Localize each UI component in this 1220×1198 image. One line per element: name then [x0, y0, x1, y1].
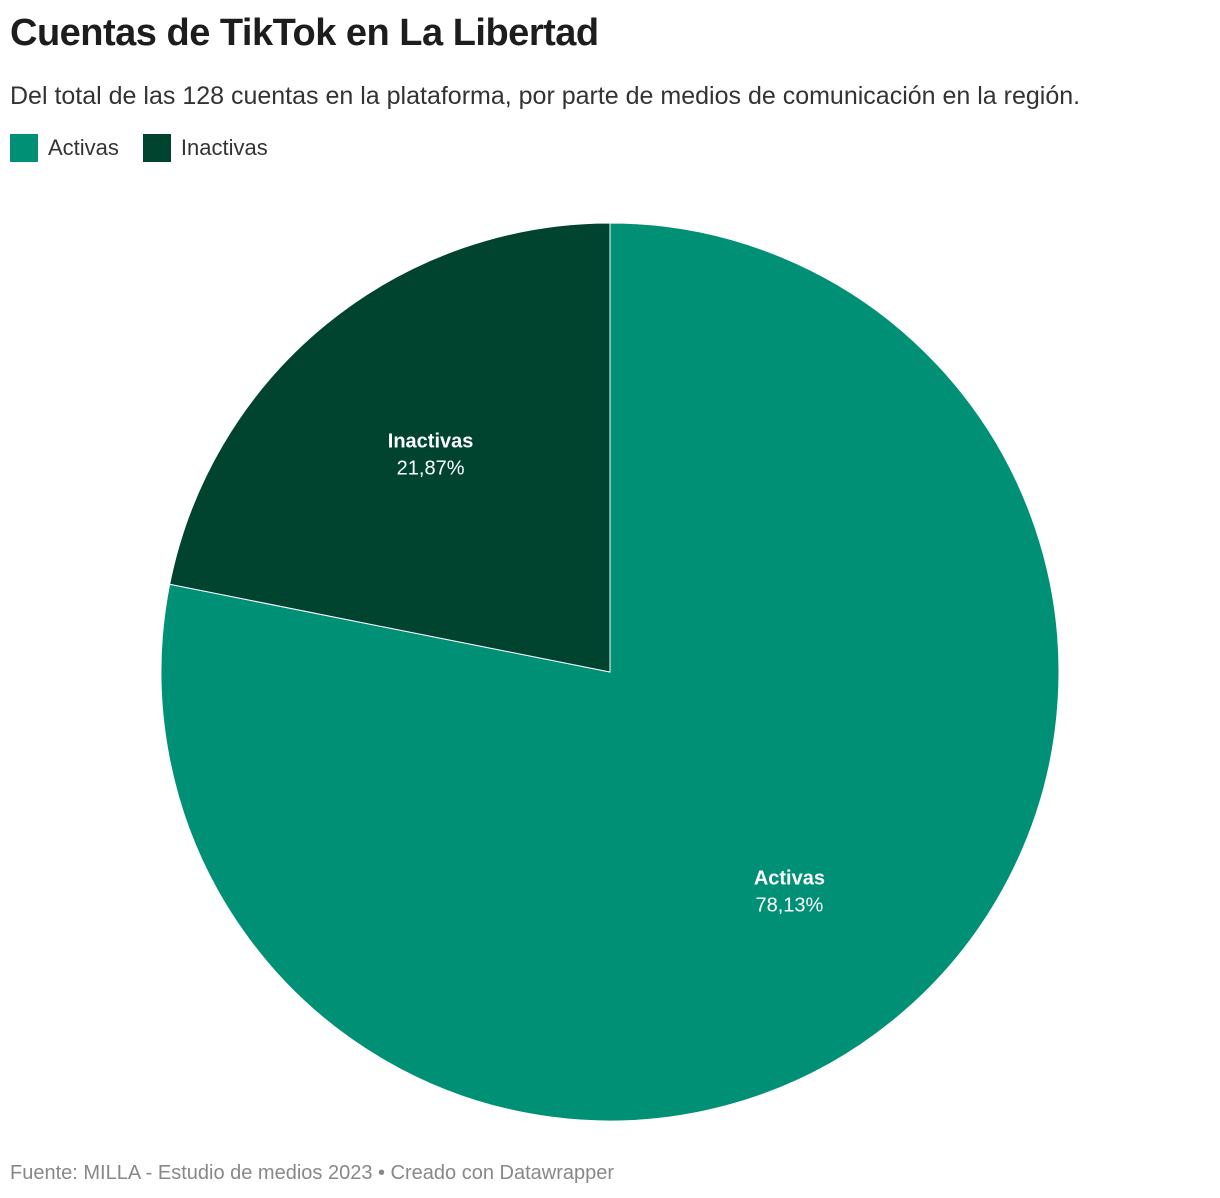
footer-source: Fuente: MILLA - Estudio de medios 2023 •…	[10, 1162, 615, 1184]
legend-label-inactivas: Inactivas	[180, 135, 268, 160]
slice-name-label: Activas	[754, 868, 825, 890]
slice-value-label: 21,87%	[397, 457, 465, 479]
chart-title: Cuentas de TikTok en La Libertad	[10, 12, 599, 54]
slice-value-label: 78,13%	[755, 895, 823, 917]
chart-subtitle: Del total de las 128 cuentas en la plata…	[10, 82, 1081, 110]
legend: Activas Inactivas	[10, 134, 268, 162]
legend-item-activas: Activas	[10, 134, 119, 162]
legend-swatch-activas	[10, 134, 38, 162]
legend-item-inactivas: Inactivas	[142, 134, 268, 162]
pie-slice-inactivas	[169, 222, 611, 673]
legend-swatch-inactivas	[142, 134, 171, 162]
slice-name-label: Inactivas	[388, 430, 474, 452]
legend-label-activas: Activas	[48, 135, 119, 160]
